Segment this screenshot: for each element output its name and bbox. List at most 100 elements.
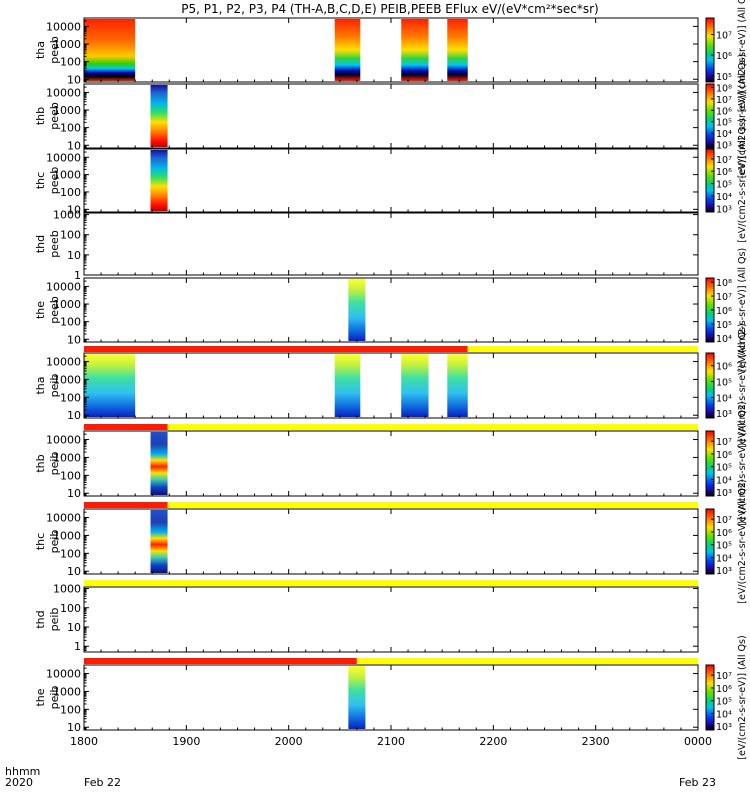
y-tick-label: 1000	[53, 373, 81, 386]
x-tick-label: 2200	[479, 735, 507, 748]
y-tick-label: 1000	[53, 451, 81, 464]
colorbar-tick-label: 10⁵	[716, 541, 732, 552]
spectrogram-segment	[84, 354, 136, 417]
spectrogram-segment	[150, 510, 168, 573]
panel-label-instrument: peeb	[48, 102, 61, 130]
panel-frame	[83, 17, 699, 83]
panel-label-instrument: peeb	[48, 36, 61, 64]
panel-frame	[83, 430, 699, 497]
mode-bar-yellow	[167, 424, 699, 430]
colorbar-label: [eV/(cm2-s-sr-eV)] (All Qs)	[737, 323, 748, 447]
y-tick-label: 10	[67, 139, 81, 152]
y-tick-label: 10	[67, 621, 81, 634]
colorbar-tick-label: 10⁶	[716, 306, 732, 317]
panel-frame	[83, 148, 699, 213]
colorbar-tick-label: 10⁶	[716, 106, 732, 117]
panel-label-instrument: peib	[48, 530, 61, 554]
x-tick-label: 2100	[377, 735, 405, 748]
colorbar-tick-label: 10⁷	[716, 95, 732, 106]
y-tick-label: 10	[67, 333, 81, 346]
x-tick-label: 1900	[172, 735, 200, 748]
panel-frame	[83, 277, 699, 343]
mode-bar-yellow	[356, 658, 698, 664]
panel-label-probe: the	[34, 301, 47, 319]
colorbar-tick-label: 10⁷	[716, 671, 732, 682]
y-tick-label: 10000	[46, 86, 81, 99]
colorbar-tick-label: 10³	[716, 722, 732, 733]
panel-label-probe: thc	[34, 533, 47, 550]
y-tick-label: 1	[74, 640, 81, 653]
colorbar-tick-label: 10⁶	[716, 51, 732, 62]
colorbar	[705, 83, 715, 149]
y-tick-label: 1000	[53, 583, 81, 596]
colorbar-tick-label: 10⁸	[716, 278, 732, 289]
colorbar	[705, 664, 715, 731]
colorbar-label: [eV/(cm2-s-sr-eV)] (All Qs)	[737, 479, 748, 603]
colorbar-tick-label: 10³	[716, 141, 732, 152]
colorbar-tick-label: 10⁵	[716, 463, 732, 474]
y-tick-label: 100	[60, 391, 81, 404]
y-tick-label: 10	[67, 73, 81, 86]
panel-frame	[83, 586, 699, 653]
panel-frame	[83, 508, 699, 575]
panel-thd-peib: 1 10 100 1000 thd peib	[34, 580, 699, 653]
y-tick-label: 1000	[53, 298, 81, 311]
colorbar-tick-label: 10⁴	[716, 475, 732, 486]
colorbar-tick-label: 10³	[716, 204, 732, 215]
panel-label-probe: tha	[34, 41, 47, 59]
colorbar-tick-label: 10⁵	[716, 180, 732, 191]
panel-tha-peib: 10 100 1000 10000 tha peib 10³ 10⁴ 10⁵ 10⁶ [eV/(cm…	[34, 323, 748, 447]
mode-bar-yellow	[167, 502, 699, 508]
colorbar-tick-label: 10⁷	[716, 292, 732, 303]
colorbar-tick-label: 10⁵	[716, 378, 732, 389]
y-tick-label: 100	[60, 602, 81, 615]
colorbar-tick-label: 10⁴	[716, 393, 732, 404]
spectrogram-segment	[348, 666, 366, 729]
colorbar-tick-label: 10³	[716, 488, 732, 499]
y-tick-label: 10000	[46, 512, 81, 525]
y-tick-label: 1000	[53, 529, 81, 542]
colorbar-tick-label: 10⁴	[716, 129, 732, 140]
colorbar-label: [eV/(cm2-s-sr-eV)] (All Qs)	[737, 248, 748, 372]
panel-label-instrument: peib	[48, 452, 61, 476]
colorbar-tick-label: 10⁴	[716, 192, 732, 203]
x-tick-label: 2000	[275, 735, 303, 748]
y-tick-label: 10000	[46, 151, 81, 164]
colorbar-tick-label: 10⁵	[716, 72, 732, 83]
panel-label-instrument: peib	[48, 608, 61, 632]
colorbar-tick-label: 10⁴	[716, 709, 732, 720]
spectrogram-segment	[401, 354, 429, 417]
mode-bar-red	[84, 424, 168, 430]
colorbar-tick-label: 10⁶	[716, 528, 732, 539]
y-tick-label: 100	[60, 547, 81, 560]
colorbar-tick-label: 10⁷	[716, 515, 732, 526]
y-tick-label: 1000	[53, 209, 81, 222]
y-tick-label: 100	[60, 186, 81, 199]
panel-label-probe: thd	[34, 235, 47, 253]
colorbar	[705, 17, 715, 83]
figure-title: P5, P1, P2, P3, P4 (TH-A,B,C,D,E) PEIB,P…	[181, 2, 598, 16]
colorbar-label: [eV/(cm2-s-sr-eV)] (All Qs)	[737, 54, 748, 178]
spectrogram-segment	[150, 432, 168, 495]
panel-label-probe: the	[34, 688, 47, 706]
spectrogram-segment	[401, 19, 429, 81]
y-tick-label: 10000	[46, 668, 81, 681]
colorbar-tick-label: 10³	[716, 566, 732, 577]
panel-label-probe: tha	[34, 376, 47, 394]
mode-bar-yellow	[467, 346, 698, 352]
colorbar-tick-label: 10⁷	[716, 155, 732, 166]
spectrogram-segment	[150, 150, 168, 211]
y-tick-label: 100	[60, 469, 81, 482]
panel-frame	[83, 212, 699, 276]
colorbar-tick-label: 10⁵	[716, 118, 732, 129]
panel-label-instrument: peeb	[48, 230, 61, 258]
spectrogram-segment	[447, 354, 468, 417]
footer-hhmm: hhmm	[5, 765, 40, 778]
panel-label-probe: thd	[34, 610, 47, 628]
colorbar-tick-label: 10⁶	[716, 167, 732, 178]
